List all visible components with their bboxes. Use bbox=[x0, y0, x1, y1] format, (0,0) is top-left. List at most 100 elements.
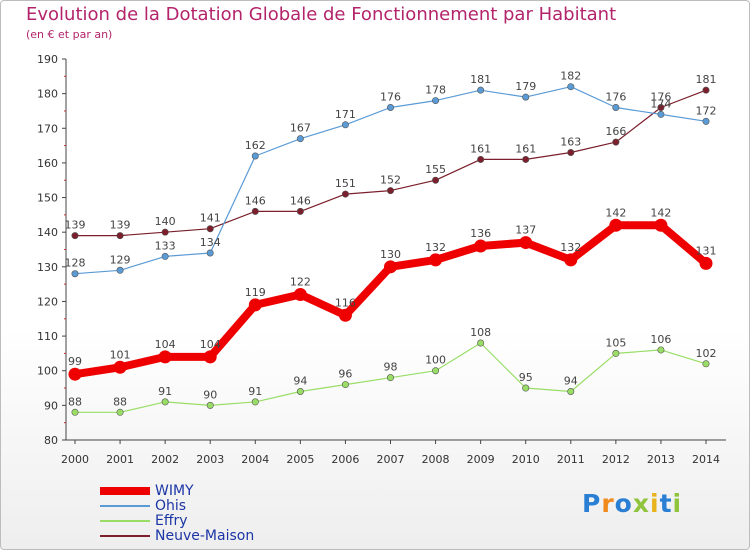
data-label-effry-2007: 98 bbox=[384, 361, 398, 374]
data-label-ohis-2007: 176 bbox=[380, 90, 401, 103]
data-label-neuve-maison-2000: 139 bbox=[65, 219, 86, 232]
x-tick-label-2007: 2007 bbox=[377, 453, 405, 466]
point-effry-2001 bbox=[116, 408, 124, 416]
data-label-wimy-2009: 136 bbox=[470, 227, 491, 240]
y-tick-label-120: 120 bbox=[37, 295, 58, 308]
point-neuve-maison-2009 bbox=[477, 155, 485, 163]
data-label-neuve-maison-2004: 146 bbox=[245, 194, 266, 207]
x-tick-label-2001: 2001 bbox=[106, 453, 134, 466]
data-label-neuve-maison-2003: 141 bbox=[200, 212, 221, 225]
point-effry-2014 bbox=[702, 360, 710, 368]
y-tick-label-180: 180 bbox=[37, 88, 58, 101]
point-wimy-2001 bbox=[113, 360, 127, 374]
point-ohis-2002 bbox=[161, 252, 169, 260]
point-neuve-maison-2011 bbox=[567, 149, 575, 157]
x-tick-label-2002: 2002 bbox=[151, 453, 179, 466]
data-label-wimy-2004: 119 bbox=[245, 286, 266, 299]
x-tick-label-2008: 2008 bbox=[422, 453, 450, 466]
data-label-neuve-maison-2002: 140 bbox=[155, 215, 176, 228]
point-neuve-maison-2014 bbox=[702, 86, 710, 94]
point-effry-2000 bbox=[71, 408, 79, 416]
data-label-neuve-maison-2014: 181 bbox=[696, 73, 717, 86]
data-label-ohis-2010: 179 bbox=[515, 80, 536, 93]
data-label-ohis-2008: 178 bbox=[425, 84, 446, 97]
point-effry-2010 bbox=[522, 384, 530, 392]
point-neuve-maison-2010 bbox=[522, 155, 530, 163]
data-label-neuve-maison-2013: 176 bbox=[650, 90, 671, 103]
point-wimy-2012 bbox=[609, 218, 623, 232]
point-ohis-2013 bbox=[657, 110, 665, 118]
point-neuve-maison-2005 bbox=[296, 207, 304, 215]
point-ohis-2011 bbox=[567, 83, 575, 91]
x-tick-label-2014: 2014 bbox=[692, 453, 720, 466]
x-tick-label-2000: 2000 bbox=[61, 453, 89, 466]
legend-label-wimy: WIMY bbox=[155, 483, 194, 499]
data-label-wimy-2006: 116 bbox=[335, 296, 356, 309]
point-wimy-2000 bbox=[68, 367, 82, 381]
data-label-effry-2004: 91 bbox=[248, 385, 262, 398]
point-wimy-2008 bbox=[429, 253, 443, 267]
data-label-effry-2009: 108 bbox=[470, 326, 491, 339]
data-label-effry-2008: 100 bbox=[425, 354, 446, 367]
point-wimy-2014 bbox=[699, 256, 713, 270]
x-tick-label-2012: 2012 bbox=[602, 453, 630, 466]
x-tick-label-2011: 2011 bbox=[557, 453, 585, 466]
data-label-effry-2010: 95 bbox=[519, 371, 533, 384]
data-label-wimy-2003: 104 bbox=[200, 338, 221, 351]
logo-letter: i bbox=[650, 489, 660, 518]
point-ohis-2010 bbox=[522, 93, 530, 101]
point-effry-2002 bbox=[161, 398, 169, 406]
point-neuve-maison-2008 bbox=[432, 176, 440, 184]
point-neuve-maison-2003 bbox=[206, 225, 214, 233]
data-label-neuve-maison-2012: 166 bbox=[605, 125, 626, 138]
point-wimy-2011 bbox=[564, 253, 578, 267]
point-wimy-2004 bbox=[248, 298, 262, 312]
point-ohis-2007 bbox=[386, 103, 394, 111]
chart-title: Evolution de la Dotation Globale de Fonc… bbox=[26, 4, 617, 25]
x-tick-label-2004: 2004 bbox=[241, 453, 269, 466]
legend-swatch-wimy bbox=[100, 487, 150, 495]
point-wimy-2009 bbox=[474, 239, 488, 253]
y-tick-label-110: 110 bbox=[37, 330, 58, 343]
data-label-effry-2006: 96 bbox=[338, 368, 352, 381]
data-label-neuve-maison-2001: 139 bbox=[110, 219, 131, 232]
data-label-effry-2014: 102 bbox=[696, 347, 717, 360]
data-label-effry-2012: 105 bbox=[605, 336, 626, 349]
data-label-ohis-2014: 172 bbox=[696, 104, 717, 117]
point-ohis-2001 bbox=[116, 266, 124, 274]
y-tick-label-160: 160 bbox=[37, 157, 58, 170]
point-effry-2008 bbox=[432, 367, 440, 375]
data-label-effry-2011: 94 bbox=[564, 375, 578, 388]
point-neuve-maison-2001 bbox=[116, 232, 124, 240]
point-ohis-2014 bbox=[702, 117, 710, 125]
point-effry-2007 bbox=[386, 374, 394, 382]
data-label-ohis-2005: 167 bbox=[290, 122, 311, 135]
x-tick-label-2006: 2006 bbox=[331, 453, 359, 466]
data-label-ohis-2001: 129 bbox=[110, 253, 131, 266]
data-label-ohis-2011: 182 bbox=[560, 70, 581, 83]
y-tick-label-170: 170 bbox=[37, 122, 58, 135]
data-label-neuve-maison-2010: 161 bbox=[515, 142, 536, 155]
point-wimy-2007 bbox=[384, 260, 397, 274]
point-wimy-2002 bbox=[158, 350, 172, 364]
x-tick-label-2010: 2010 bbox=[512, 453, 540, 466]
logo-letter: t bbox=[659, 489, 673, 518]
data-label-ohis-2009: 181 bbox=[470, 73, 491, 86]
data-label-neuve-maison-2009: 161 bbox=[470, 142, 491, 155]
proxiti-logo: Proxiti bbox=[582, 489, 682, 518]
y-tick-label-90: 90 bbox=[44, 399, 58, 412]
data-label-wimy-2005: 122 bbox=[290, 276, 311, 289]
legend-swatch-ohis bbox=[100, 505, 150, 507]
data-label-effry-2005: 94 bbox=[293, 375, 307, 388]
logo-letter: x bbox=[632, 489, 650, 518]
point-wimy-2013 bbox=[654, 218, 668, 232]
logo-letter: r bbox=[601, 489, 615, 518]
data-label-wimy-2013: 142 bbox=[650, 206, 671, 219]
y-tick-label-190: 190 bbox=[37, 53, 58, 66]
data-label-ohis-2000: 128 bbox=[65, 257, 86, 270]
point-effry-2013 bbox=[657, 346, 665, 354]
point-ohis-2000 bbox=[71, 270, 79, 278]
x-tick-label-2013: 2013 bbox=[647, 453, 675, 466]
data-label-ohis-2002: 133 bbox=[155, 239, 176, 252]
